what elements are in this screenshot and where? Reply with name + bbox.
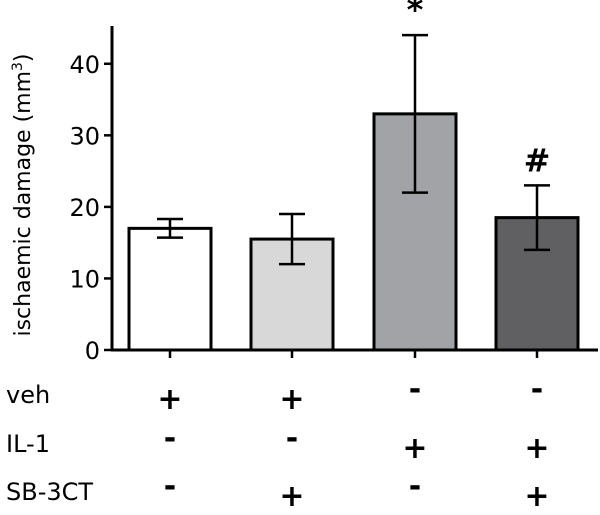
- treatment-row-3: SB-3CT - + - +: [6, 469, 550, 514]
- treatment-row-1: veh + + - -: [6, 372, 543, 417]
- y-axis-label-close: ): [11, 53, 36, 62]
- y-axis-label: ischaemic damage (mm3): [10, 53, 36, 336]
- error-bars-group: [157, 33, 550, 266]
- y-axis-label-main: ischaemic damage (mm: [11, 71, 36, 337]
- error-bar-3: [402, 33, 428, 194]
- treatment-row-label: SB-3CT: [6, 478, 93, 506]
- bar-1: [127, 226, 213, 352]
- treatment-sign-1: -: [164, 469, 176, 504]
- treatment-row-label: IL-1: [6, 430, 50, 458]
- error-bar-4: [524, 184, 550, 252]
- error-bar-1: [157, 217, 183, 239]
- treatment-sign-2: -: [286, 421, 298, 456]
- treatment-sign-3: -: [409, 372, 421, 407]
- treatment-row-2: IL-1 - - + +: [6, 421, 550, 466]
- treatment-sign-4: +: [524, 431, 549, 466]
- treatment-sign-2: +: [279, 382, 304, 417]
- treatment-sign-1: +: [157, 382, 182, 417]
- treatment-sign-3: -: [409, 469, 421, 504]
- treatment-sign-1: -: [164, 421, 176, 456]
- y-tick-labels-group: 0 10 20 30 40: [69, 51, 100, 365]
- y-tick-label-0: 0: [85, 337, 100, 365]
- axes-group: [104, 26, 598, 358]
- annotation-4: #: [524, 141, 551, 179]
- annotations-group: *#: [407, 0, 551, 179]
- treatment-sign-4: -: [531, 372, 543, 407]
- treatment-sign-3: +: [402, 431, 427, 466]
- y-tick-label-30: 30: [69, 122, 100, 150]
- y-tick-label-20: 20: [69, 194, 100, 222]
- y-axis-label-superscript: 3: [10, 62, 26, 71]
- error-bar-2: [279, 212, 305, 266]
- annotation-3: *: [407, 0, 424, 29]
- treatment-row-label: veh: [6, 381, 50, 409]
- y-tick-label-40: 40: [69, 51, 100, 79]
- bars-group: [127, 112, 580, 352]
- treatment-table: veh + + - -IL-1- - + +SB-3CT - + - +: [6, 372, 550, 514]
- y-tick-label-10: 10: [69, 265, 100, 293]
- treatment-sign-2: +: [279, 479, 304, 514]
- treatment-sign-4: +: [524, 479, 549, 514]
